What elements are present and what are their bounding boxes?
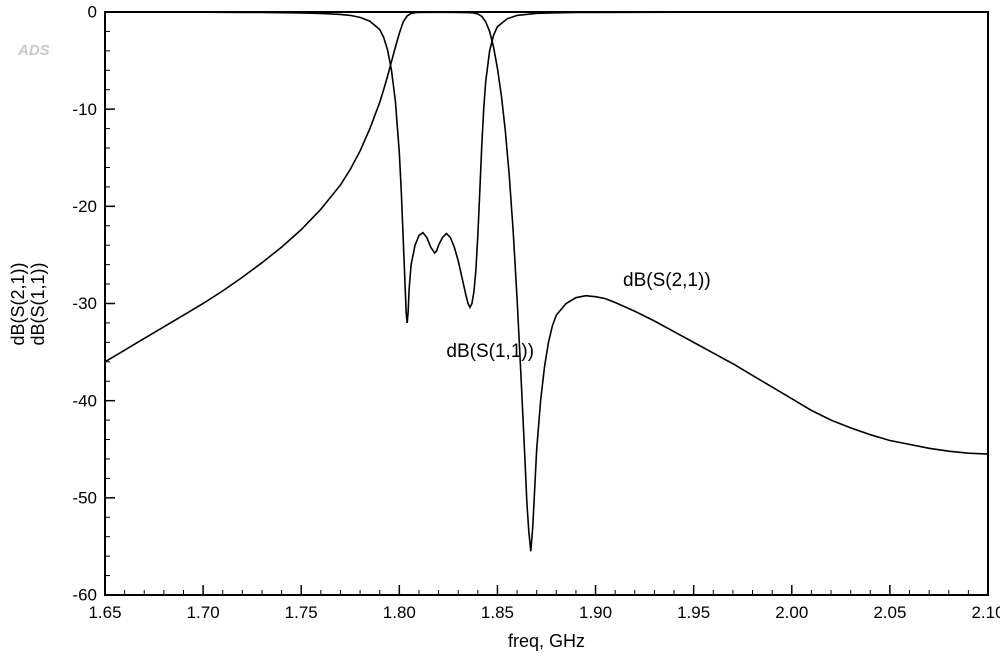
x-axis-label: freq, GHz — [487, 631, 607, 652]
x-tick-label: 2.05 — [873, 603, 906, 622]
y-tick-label: -20 — [72, 197, 97, 216]
x-tick-label: 1.95 — [677, 603, 710, 622]
series-label: dB(S(1,1)) — [446, 341, 534, 362]
x-tick-label: 1.65 — [88, 603, 121, 622]
series-db-s-2-1- — [105, 12, 988, 551]
x-tick-label: 1.90 — [579, 603, 612, 622]
sparam-chart: ADS 1.651.701.751.801.851.901.952.002.05… — [0, 0, 1000, 661]
series-label: dB(S(2,1)) — [623, 270, 711, 291]
y-tick-label: 0 — [88, 3, 97, 22]
y-tick-label: -60 — [72, 586, 97, 605]
series-db-s-1-1- — [105, 12, 988, 323]
x-tick-label: 1.80 — [383, 603, 416, 622]
y-axis-label: dB(S(2,1)) dB(S(1,1)) — [8, 244, 48, 364]
x-tick-label: 1.85 — [481, 603, 514, 622]
chart-plot-area: 1.65 1.70 1.75 1.80 1.85 1.90 1.95 2.00 2.05 2.10… — [0, 0, 1000, 661]
x-tick-label: 2.10 — [971, 603, 1000, 622]
y-tick-label: -10 — [72, 100, 97, 119]
x-tick-label: 1.75 — [285, 603, 318, 622]
y-tick-label: -30 — [72, 294, 97, 313]
x-tick-label: 1.70 — [187, 603, 220, 622]
x-tick-label: 2.00 — [775, 603, 808, 622]
y-tick-label: -40 — [72, 391, 97, 410]
y-tick-label: -50 — [72, 489, 97, 508]
